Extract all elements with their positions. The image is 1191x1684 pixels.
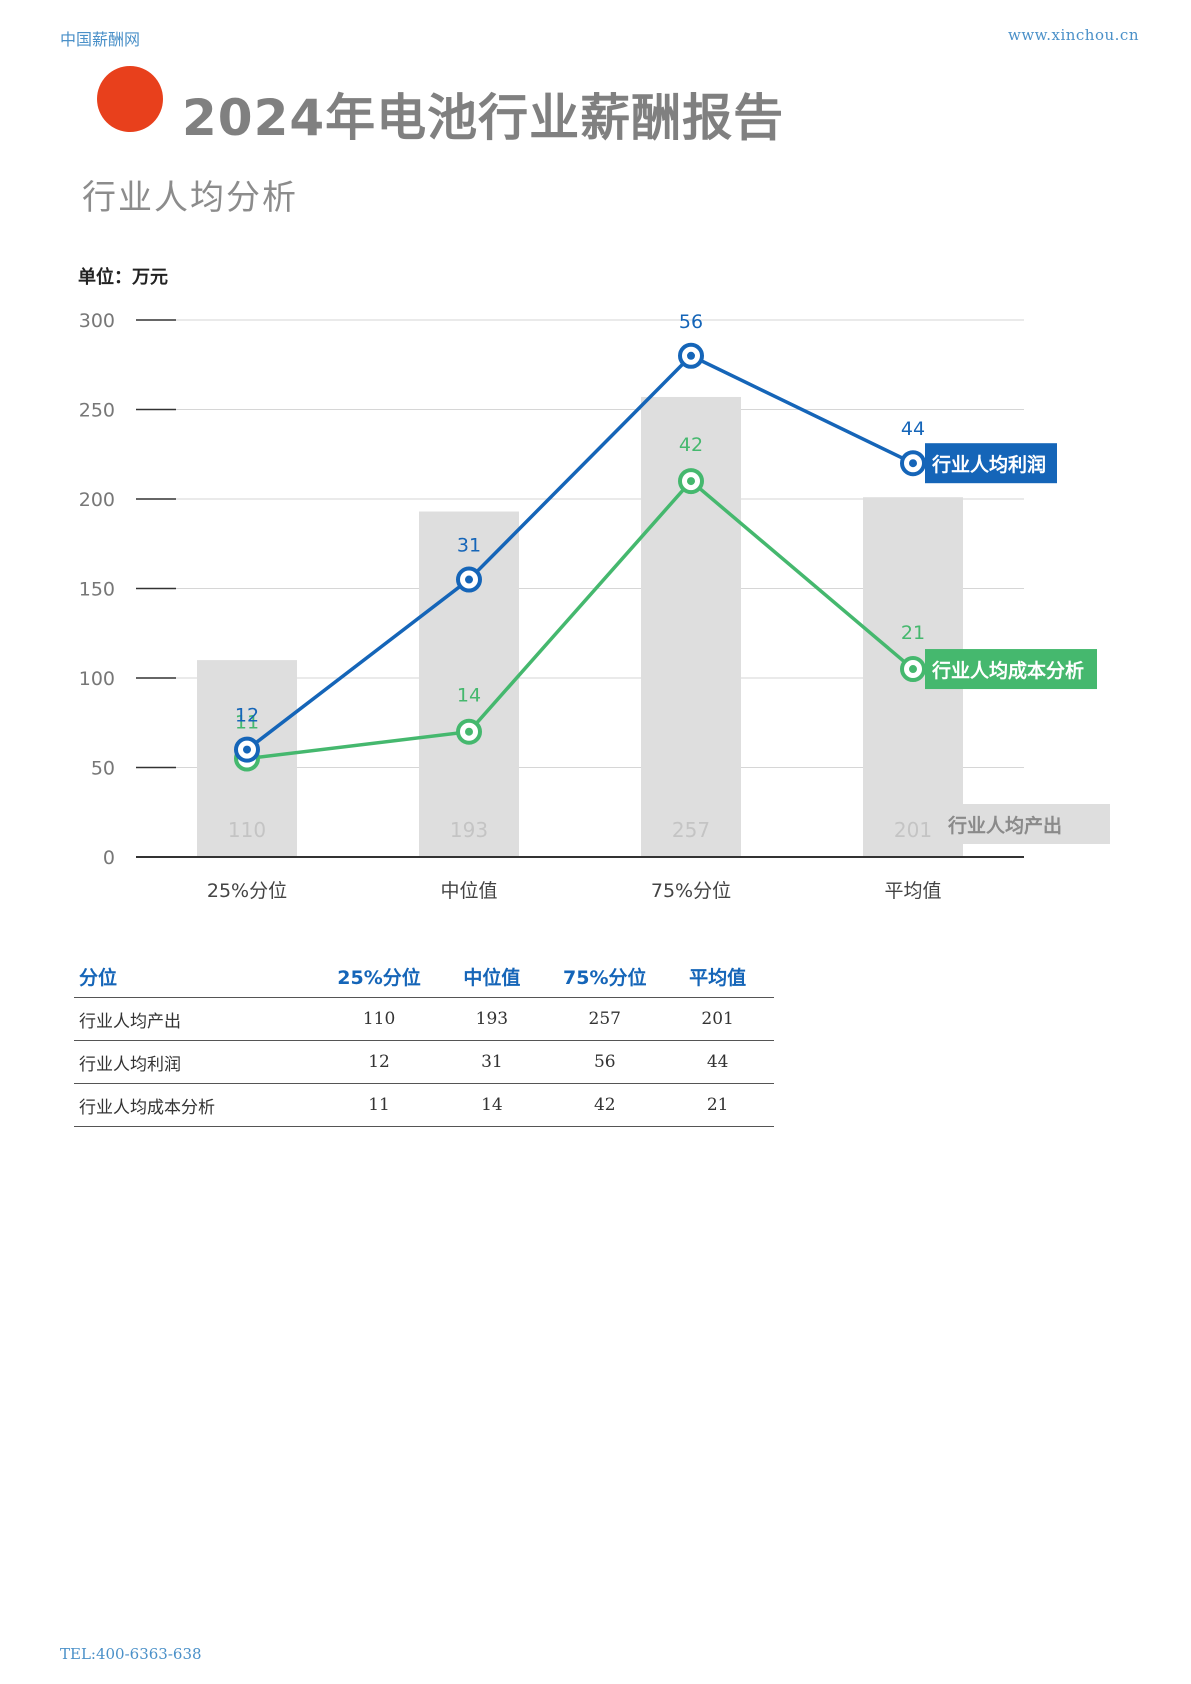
x-tick-label: 平均值 — [884, 880, 941, 902]
site-name: 中国薪酬网 — [60, 30, 141, 49]
data-label: 42 — [679, 434, 703, 456]
chart: 0 50 100 150 200 250 300 110 193 257 201 行业人均产出 25%分… — [79, 310, 1110, 902]
table-cell: 257 — [548, 997, 662, 1041]
data-point-center — [687, 351, 695, 360]
table-row: 行业人均产出 110 193 257 201 — [74, 997, 774, 1041]
table-cell: 56 — [548, 1040, 662, 1084]
bar-value-label: 257 — [672, 818, 710, 842]
data-point-center — [909, 459, 917, 468]
series-line — [245, 353, 914, 751]
data-point-center — [909, 665, 917, 674]
table-cell: 12 — [322, 1040, 436, 1084]
footer-tel: TEL:400-6363-638 — [60, 1645, 202, 1663]
legend-label: 行业人均利润 — [931, 453, 1046, 476]
data-label: 44 — [901, 418, 925, 440]
data-point-center — [465, 727, 473, 736]
bar — [641, 396, 741, 857]
table-cell: 193 — [435, 997, 549, 1041]
y-tick-label: 50 — [91, 758, 115, 780]
table-cell: 11 — [322, 1083, 436, 1127]
series-line — [246, 478, 915, 761]
data-label: 21 — [901, 622, 925, 644]
title-dot-icon — [97, 66, 163, 132]
x-tick-label: 25%分位 — [207, 880, 287, 902]
y-tick-label: 100 — [79, 668, 115, 690]
table-cell: 行业人均产出 — [74, 997, 323, 1041]
data-label: 12 — [235, 705, 259, 727]
table-cell: 行业人均成本分析 — [74, 1083, 323, 1127]
table-cell: 21 — [661, 1083, 774, 1127]
table-cell: 110 — [322, 997, 436, 1041]
data-label: 14 — [457, 685, 481, 707]
table-row: 行业人均成本分析 11 14 42 21 — [74, 1083, 774, 1127]
table-header-cell: 25%分位 — [322, 955, 436, 998]
data-label: 56 — [679, 311, 703, 333]
data-point-center — [465, 575, 473, 584]
data-label: 31 — [457, 535, 481, 557]
data-label: 11 — [235, 712, 259, 734]
x-tick-label: 75%分位 — [651, 880, 731, 902]
legend-output-swatch — [958, 804, 1110, 844]
table-header-row: 分位 25%分位 中位值 75%分位 平均值 — [74, 955, 774, 998]
site-url[interactable]: www.xinchou.cn — [1007, 26, 1139, 44]
table-cell: 14 — [435, 1083, 549, 1127]
table-cell: 201 — [661, 997, 774, 1041]
bar-value-label: 110 — [228, 818, 266, 842]
table-cell: 42 — [548, 1083, 662, 1127]
section-title: 行业人均分析 — [82, 178, 298, 218]
table-header-cell: 75%分位 — [548, 955, 662, 998]
y-tick-label: 150 — [79, 579, 115, 601]
table-row: 行业人均利润 12 31 56 44 — [74, 1040, 774, 1084]
table-header-cell: 分位 — [74, 955, 323, 998]
y-tick-label: 250 — [79, 400, 115, 422]
legend-output-label: 行业人均产出 — [947, 814, 1062, 837]
y-tick-label: 0 — [103, 847, 115, 869]
y-tick-label: 200 — [79, 489, 115, 511]
report-title: 2024年电池行业薪酬报告 — [182, 89, 785, 147]
x-tick-label: 中位值 — [440, 880, 497, 902]
y-tick-label: 300 — [79, 310, 115, 332]
table-header-cell: 平均值 — [661, 955, 774, 998]
data-table: 分位 25%分位 中位值 75%分位 平均值 行业人均产出 110 193 25… — [74, 955, 774, 1127]
table-cell: 31 — [435, 1040, 549, 1084]
data-point-center — [243, 745, 251, 754]
data-point-center — [687, 477, 695, 486]
table-header-cell: 中位值 — [435, 955, 549, 998]
table-cell: 行业人均利润 — [74, 1040, 323, 1084]
legend-label: 行业人均成本分析 — [931, 659, 1084, 682]
legend-swatch — [925, 649, 1097, 690]
bar-value-label: 193 — [450, 818, 488, 842]
legend-swatch — [925, 443, 1057, 484]
table-cell: 44 — [661, 1040, 774, 1084]
bar-value-label: 201 — [894, 818, 932, 842]
chart-unit-label: 单位：万元 — [78, 267, 168, 288]
